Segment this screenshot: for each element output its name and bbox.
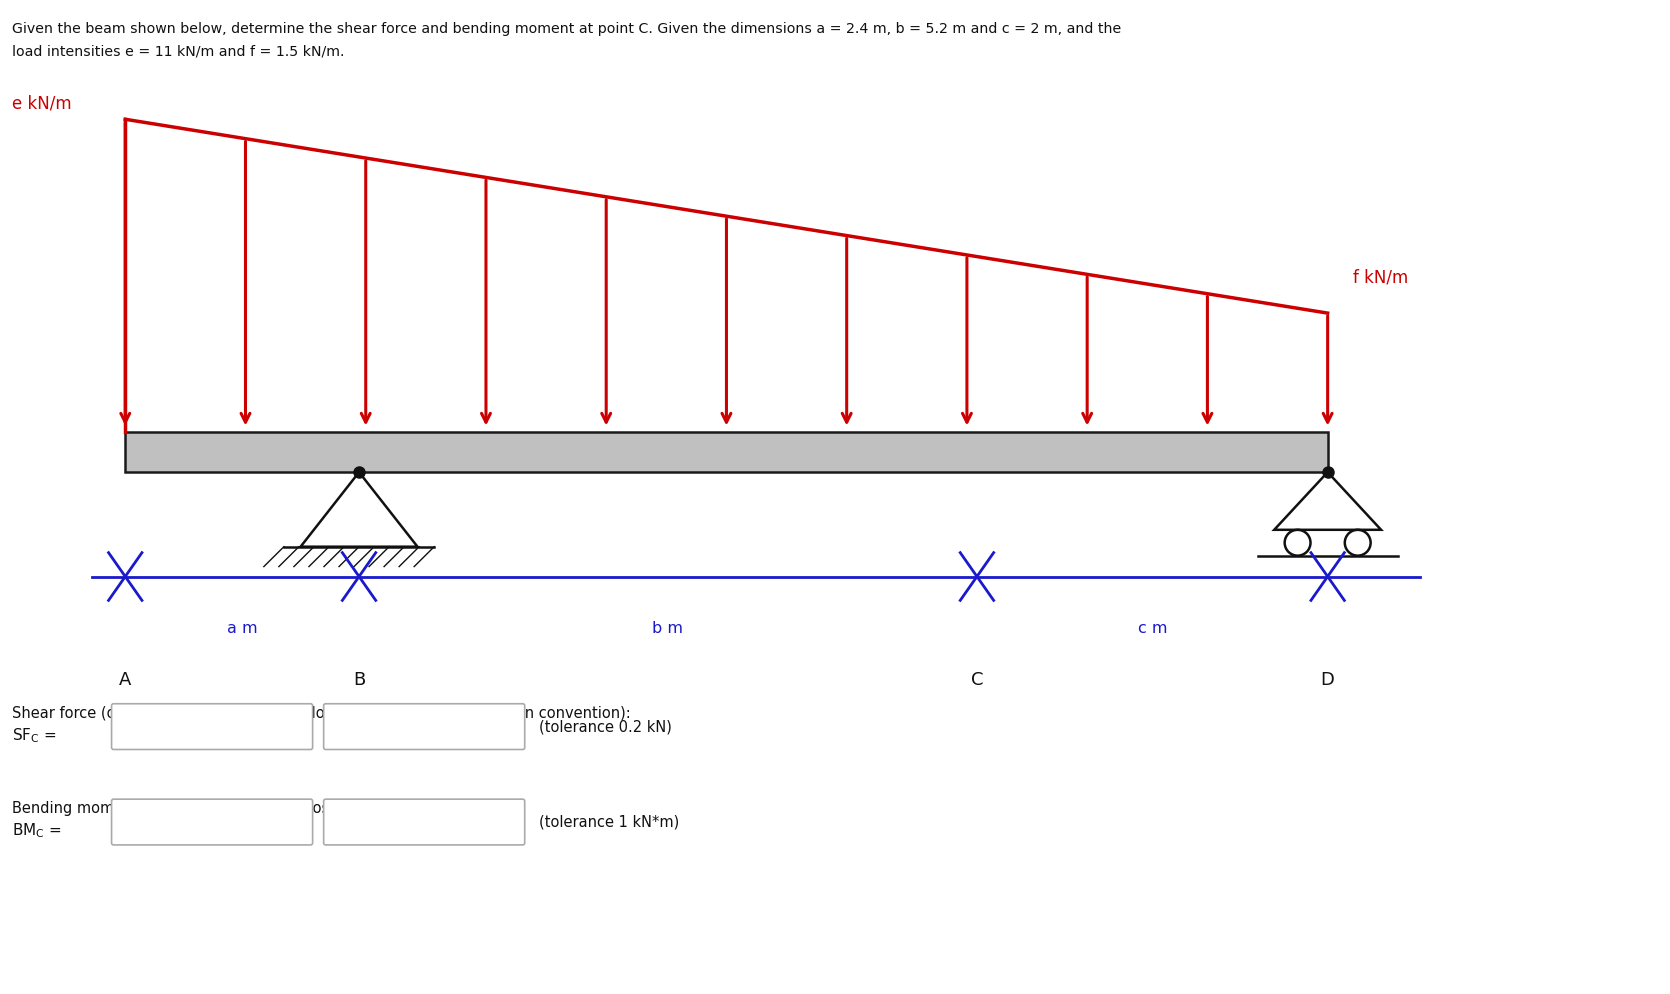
Text: f kN/m: f kN/m: [1353, 268, 1408, 286]
FancyBboxPatch shape: [324, 704, 524, 749]
Text: (tolerance 1 kN*m): (tolerance 1 kN*m): [539, 814, 680, 830]
Text: D: D: [1321, 671, 1334, 689]
Polygon shape: [125, 432, 1328, 472]
FancyBboxPatch shape: [324, 799, 524, 845]
Text: Given the beam shown below, determine the shear force and bending moment at poin: Given the beam shown below, determine th…: [12, 22, 1121, 36]
Text: Number: Number: [127, 719, 189, 735]
FancyBboxPatch shape: [112, 704, 312, 749]
Text: Units: Units: [339, 814, 377, 830]
FancyBboxPatch shape: [112, 799, 312, 845]
Text: Number: Number: [127, 814, 189, 830]
Text: C: C: [970, 671, 984, 689]
Text: load intensities e = 11 kN/m and f = 1.5 kN/m.: load intensities e = 11 kN/m and f = 1.5…: [12, 45, 344, 59]
Text: B: B: [352, 671, 366, 689]
Text: BM$_\mathrm{C}$ =: BM$_\mathrm{C}$ =: [12, 822, 62, 840]
Text: b m: b m: [653, 621, 683, 636]
Text: (tolerance 0.2 kN): (tolerance 0.2 kN): [539, 719, 673, 735]
Text: e kN/m: e kN/m: [12, 94, 72, 112]
Polygon shape: [1274, 472, 1381, 530]
Text: Shear force (observe the up on the left, down on the right positive sign convent: Shear force (observe the up on the left,…: [12, 706, 631, 721]
Text: Units: Units: [339, 719, 377, 735]
Polygon shape: [301, 472, 418, 547]
Text: A: A: [119, 671, 132, 689]
Text: c m: c m: [1137, 621, 1167, 636]
Text: Bending moment (observe the sagging positive sign convention):: Bending moment (observe the sagging posi…: [12, 801, 493, 816]
Text: SF$_\mathrm{C}$ =: SF$_\mathrm{C}$ =: [12, 727, 57, 745]
Text: a m: a m: [227, 621, 257, 636]
